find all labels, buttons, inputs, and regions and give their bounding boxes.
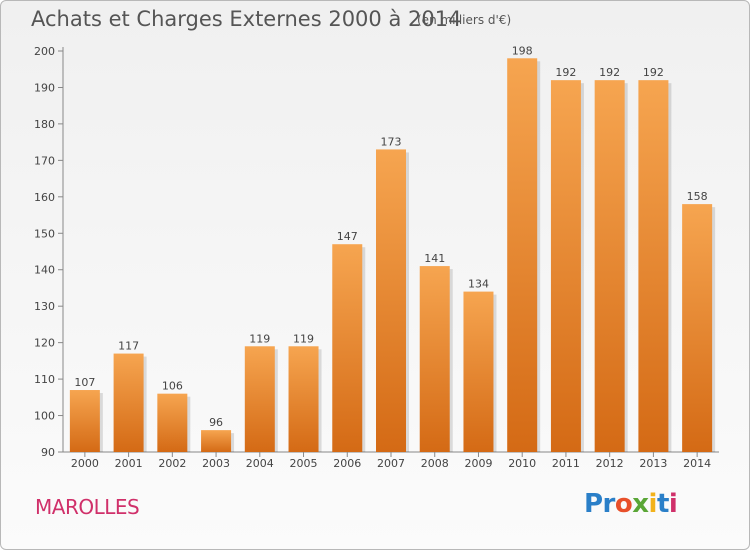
y-tick-label: 100 bbox=[34, 410, 55, 423]
bar-value-label: 106 bbox=[162, 380, 183, 393]
y-tick-label: 190 bbox=[34, 81, 55, 94]
x-tick-label: 2007 bbox=[377, 457, 405, 470]
y-tick-label: 140 bbox=[34, 264, 55, 277]
x-tick-label: 2012 bbox=[596, 457, 624, 470]
bar-value-label: 117 bbox=[118, 340, 139, 353]
bar-value-label: 158 bbox=[687, 190, 708, 203]
y-tick-label: 120 bbox=[34, 337, 55, 350]
logo-part: i bbox=[668, 489, 678, 519]
bar-value-label: 134 bbox=[468, 278, 489, 291]
chart-title: Achats et Charges Externes 2000 à 2014 bbox=[31, 7, 462, 31]
bar bbox=[376, 149, 406, 452]
bar bbox=[69, 390, 100, 452]
x-tick-label: 2011 bbox=[552, 457, 580, 470]
y-tick-label: 160 bbox=[34, 191, 55, 204]
y-tick-label: 170 bbox=[34, 154, 55, 167]
bar-value-label: 198 bbox=[512, 44, 533, 57]
x-tick-label: 2014 bbox=[683, 457, 711, 470]
bar bbox=[113, 353, 144, 452]
x-tick-label: 2001 bbox=[115, 457, 143, 470]
x-tick-label: 2010 bbox=[508, 457, 536, 470]
bar-value-label: 141 bbox=[424, 252, 445, 265]
bar-value-label: 192 bbox=[643, 66, 664, 79]
bar bbox=[507, 58, 538, 453]
bar bbox=[157, 393, 188, 452]
proxiti-logo: Proxiti bbox=[584, 489, 678, 519]
bar-value-label: 192 bbox=[599, 66, 620, 79]
logo-part: t bbox=[656, 489, 669, 519]
commune-name: MAROLLES bbox=[35, 495, 140, 519]
x-tick-label: 2000 bbox=[71, 457, 99, 470]
logo-part: Pr bbox=[584, 489, 615, 519]
y-tick-label: 150 bbox=[34, 227, 55, 240]
bar bbox=[638, 80, 669, 452]
bar bbox=[682, 204, 713, 452]
bar bbox=[288, 346, 319, 452]
bar-value-label: 96 bbox=[209, 416, 223, 429]
x-tick-label: 2005 bbox=[290, 457, 318, 470]
x-tick-label: 2004 bbox=[246, 457, 274, 470]
y-tick-label: 200 bbox=[34, 45, 55, 58]
x-tick-label: 2009 bbox=[464, 457, 492, 470]
logo-part: i bbox=[648, 489, 658, 519]
bar bbox=[244, 346, 275, 452]
chart-unit: (en milliers d'€) bbox=[417, 13, 512, 27]
bar-value-label: 119 bbox=[249, 332, 270, 345]
bar bbox=[419, 266, 450, 452]
logo-part: o bbox=[614, 489, 633, 519]
bar-value-label: 192 bbox=[555, 66, 576, 79]
bar bbox=[594, 80, 625, 452]
x-tick-label: 2003 bbox=[202, 457, 230, 470]
bar-value-label: 107 bbox=[74, 376, 95, 389]
x-tick-label: 2002 bbox=[158, 457, 186, 470]
x-tick-label: 2006 bbox=[333, 457, 361, 470]
bar-value-label: 119 bbox=[293, 332, 314, 345]
y-tick-label: 110 bbox=[34, 373, 55, 386]
bar bbox=[463, 291, 494, 452]
bar bbox=[332, 244, 363, 452]
bar bbox=[201, 430, 232, 452]
bar bbox=[550, 80, 581, 452]
bar-value-label: 173 bbox=[381, 135, 402, 148]
y-tick-label: 180 bbox=[34, 118, 55, 131]
y-tick-label: 130 bbox=[34, 300, 55, 313]
logo-part: x bbox=[632, 489, 649, 519]
x-tick-label: 2008 bbox=[421, 457, 449, 470]
x-tick-label: 2013 bbox=[639, 457, 667, 470]
y-tick-label: 90 bbox=[41, 446, 55, 459]
bar-value-label: 147 bbox=[337, 230, 358, 243]
